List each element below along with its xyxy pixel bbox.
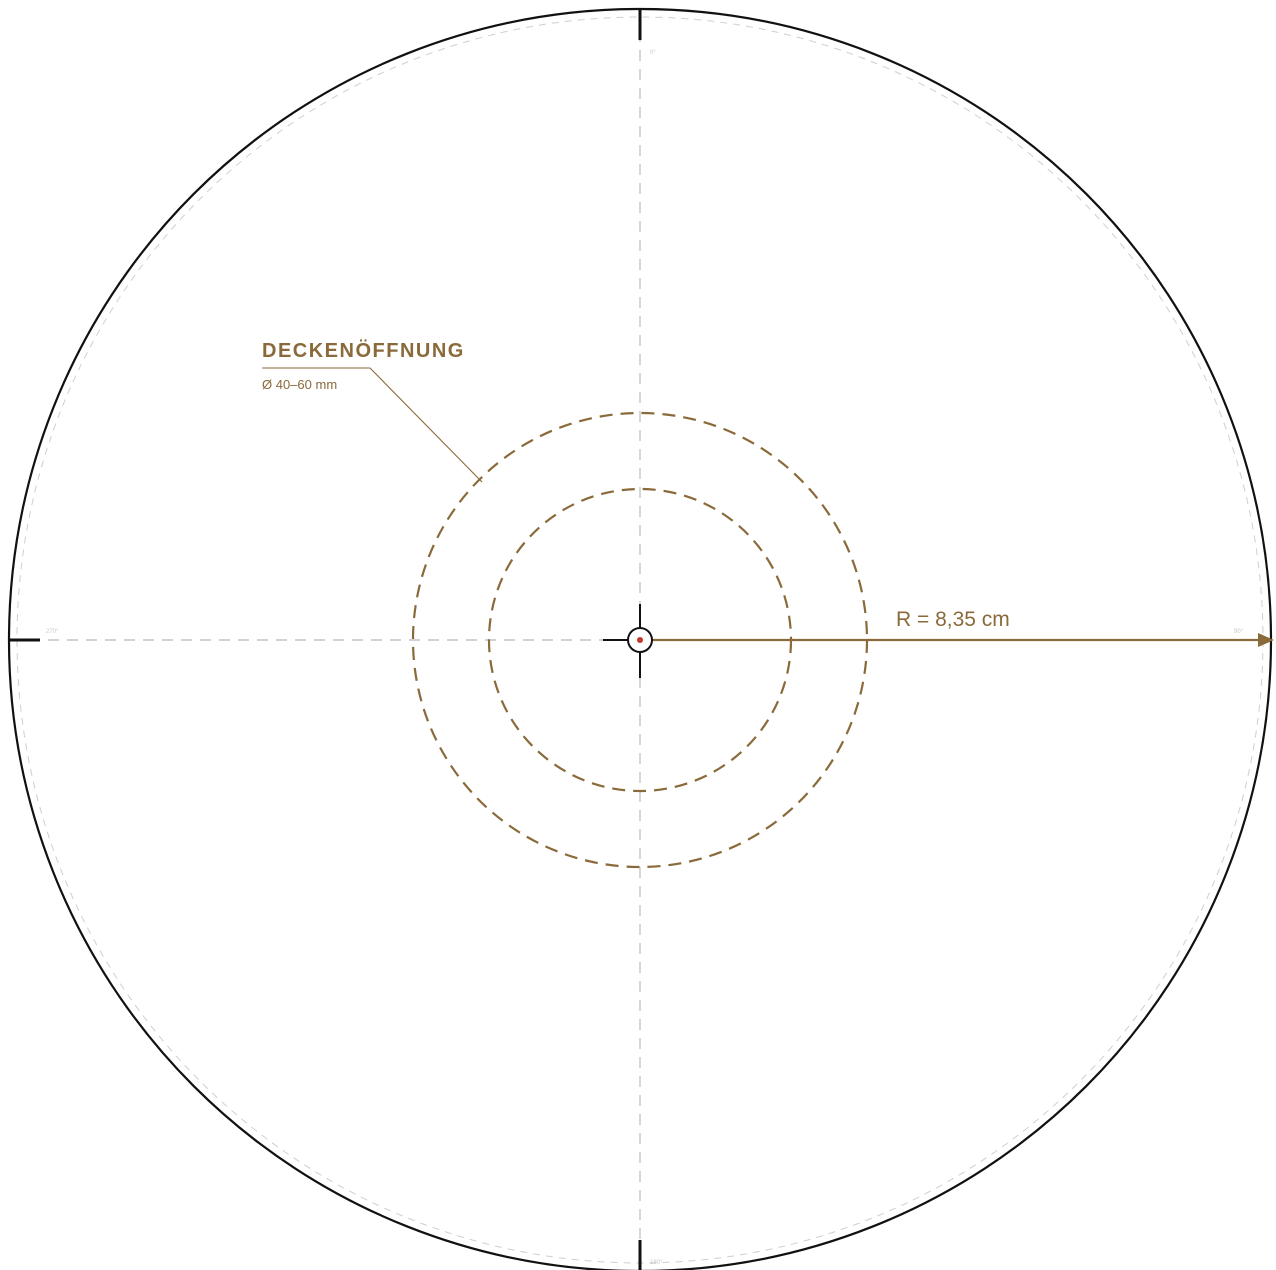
angle-label-bottom: 180° bbox=[650, 1260, 663, 1266]
angle-label-right: 90° bbox=[1234, 629, 1244, 635]
opening-title: DECKENÖFFNUNG bbox=[262, 339, 465, 362]
radius-label: R = 8,35 cm bbox=[896, 608, 1010, 631]
center-point bbox=[637, 637, 643, 643]
opening-size: Ø 40–60 mm bbox=[262, 377, 337, 392]
angle-label-left: 270° bbox=[46, 629, 59, 635]
opening-leader-line bbox=[262, 367, 483, 483]
radius-arrowhead bbox=[1258, 633, 1274, 647]
center-crosshair bbox=[603, 604, 653, 678]
angle-label-top: 0° bbox=[650, 50, 656, 56]
